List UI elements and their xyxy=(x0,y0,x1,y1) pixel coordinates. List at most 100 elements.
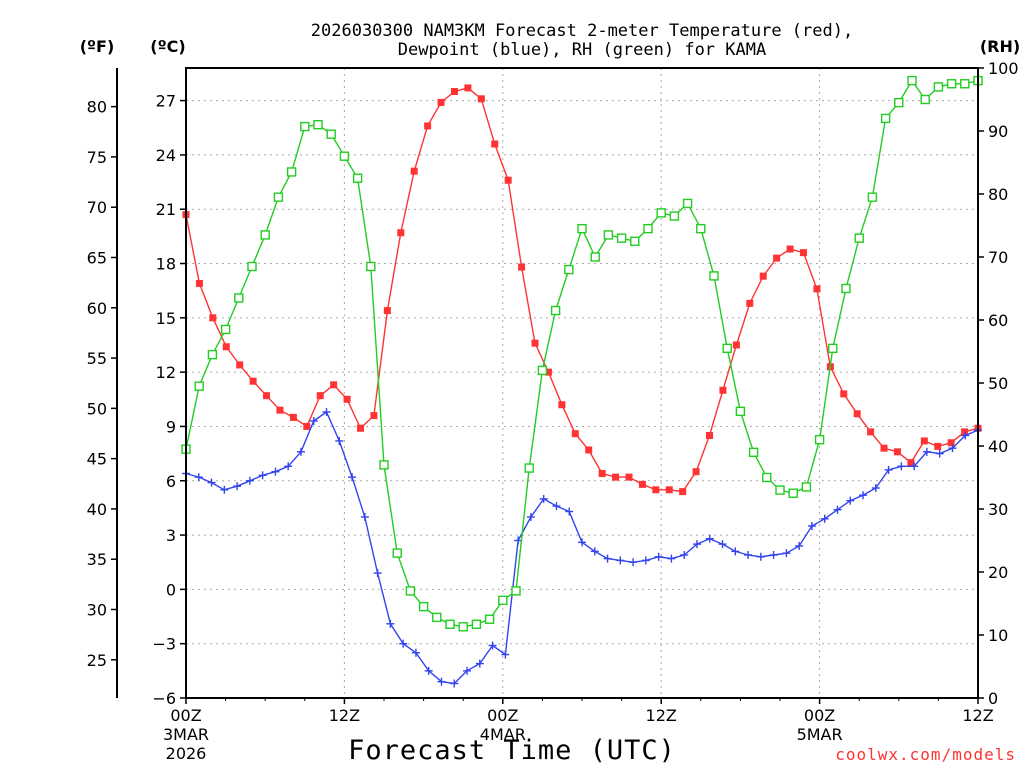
temperature-c-point xyxy=(706,432,714,439)
rh-point xyxy=(630,236,640,246)
rh-point xyxy=(669,211,680,221)
temperature-c-point xyxy=(383,307,391,315)
rh-point xyxy=(894,97,904,108)
rh-point xyxy=(933,82,944,92)
temperature-c-point xyxy=(531,339,539,347)
dewpoint-c-point xyxy=(718,540,727,549)
rh-point xyxy=(801,482,812,492)
celsius-tick-label: −6 xyxy=(152,689,176,708)
dewpoint-c-point xyxy=(897,462,906,471)
fahrenheit-tick-label: 70 xyxy=(87,198,107,217)
rh-point xyxy=(946,79,957,89)
dewpoint-c-point xyxy=(769,550,778,559)
celsius-unit-label: (ºC) xyxy=(150,37,185,56)
x-tick-label: 12Z xyxy=(962,706,993,725)
x-tick-label: 12Z xyxy=(646,706,677,725)
celsius-tick-label: 9 xyxy=(166,417,176,436)
rh-point xyxy=(656,208,666,218)
celsius-tick-label: 24 xyxy=(156,146,176,165)
rh-point xyxy=(537,365,548,376)
rh-point xyxy=(418,601,429,612)
dewpoint-c-point xyxy=(348,473,357,482)
rh-point xyxy=(220,324,231,335)
dewpoint-c-point xyxy=(271,467,280,476)
dewpoint-c-point xyxy=(463,666,472,675)
temperature-c-point xyxy=(450,88,458,96)
x-tick-date-label: 4MAR xyxy=(480,725,526,744)
temperature-c-point xyxy=(464,84,472,92)
temperature-c-point xyxy=(920,437,928,445)
rh-tick-label: 90 xyxy=(988,122,1008,141)
dewpoint-c-point xyxy=(258,471,267,480)
rh-point xyxy=(207,349,218,360)
temperature-c-point xyxy=(679,488,687,496)
rh-point xyxy=(339,151,350,161)
temperature-c-point xyxy=(370,412,378,420)
celsius-tick-label: 15 xyxy=(156,309,176,328)
dewpoint-c-point xyxy=(450,679,459,688)
dewpoint-c-point xyxy=(207,478,216,487)
temperature-c-point xyxy=(799,249,807,257)
dewpoint-c-point xyxy=(335,436,344,445)
x-tick-date-label: 3MAR xyxy=(163,725,209,744)
rh-point xyxy=(352,173,363,183)
fahrenheit-tick-label: 55 xyxy=(87,349,107,368)
temperature-c-point xyxy=(316,392,324,400)
temperature-c-point xyxy=(612,473,620,481)
temperature-c-point xyxy=(625,473,633,481)
dewpoint-c-point xyxy=(884,465,893,474)
rh-point xyxy=(682,198,693,209)
dewpoint-c-point xyxy=(411,648,420,657)
dewpoint-c-point xyxy=(284,462,293,471)
x-tick-label: 12Z xyxy=(329,706,360,725)
temperature-c-point xyxy=(477,95,485,103)
dewpoint-c-point xyxy=(526,512,535,521)
temperature-c-point xyxy=(840,390,848,398)
x-tick-year-label: 2026 xyxy=(166,744,207,763)
rh-point xyxy=(762,472,772,483)
fahrenheit-tick-label: 30 xyxy=(87,600,107,619)
temperature-c-point xyxy=(773,254,781,262)
temperature-c-point xyxy=(330,381,338,389)
fahrenheit-tick-label: 50 xyxy=(87,399,107,418)
x-tick-label: 00Z xyxy=(804,706,835,725)
rh-point xyxy=(484,614,495,624)
series-layer xyxy=(181,75,983,688)
rh-point xyxy=(498,595,508,606)
watermark: coolwx.com/models xyxy=(835,745,1016,764)
temperature-c-point xyxy=(195,279,203,287)
temperature-c-point xyxy=(598,470,606,478)
dewpoint-c-point xyxy=(654,552,663,561)
rh-point xyxy=(564,264,574,275)
temperature-c-point xyxy=(652,486,660,494)
temperature-c-point xyxy=(947,439,955,447)
rh-point xyxy=(590,252,600,262)
rh-unit-label: (RH) xyxy=(980,37,1020,56)
celsius-tick-label: 6 xyxy=(166,472,176,491)
temperature-c-point xyxy=(907,459,915,467)
temperature-c-point xyxy=(571,430,579,438)
temperature-c-point xyxy=(357,424,365,432)
fahrenheit-tick-label: 65 xyxy=(87,248,107,267)
temperature-c-point xyxy=(558,401,566,409)
fahrenheit-tick-label: 60 xyxy=(87,299,107,318)
fahrenheit-tick-label: 25 xyxy=(87,651,107,670)
dewpoint-c-point xyxy=(399,639,408,648)
rh-tick-label: 0 xyxy=(988,689,998,708)
dewpoint-c-point xyxy=(692,540,701,549)
x-tick-label: 00Z xyxy=(170,706,201,725)
rh-point xyxy=(960,79,970,89)
rh-point xyxy=(920,94,930,105)
dewpoint-c-point xyxy=(475,659,484,668)
rh-tick-label: 20 xyxy=(988,563,1008,582)
dewpoint-c-point xyxy=(603,554,612,563)
temperature-c-point xyxy=(504,176,512,184)
temperature-c-point xyxy=(746,299,754,307)
dewpoint-c-point xyxy=(667,554,676,563)
temperature-c-point xyxy=(732,341,740,349)
temperature-c-point xyxy=(397,229,405,237)
temperature-c-point xyxy=(410,167,418,175)
temperature-c-point xyxy=(544,368,552,376)
rh-point xyxy=(814,435,825,445)
